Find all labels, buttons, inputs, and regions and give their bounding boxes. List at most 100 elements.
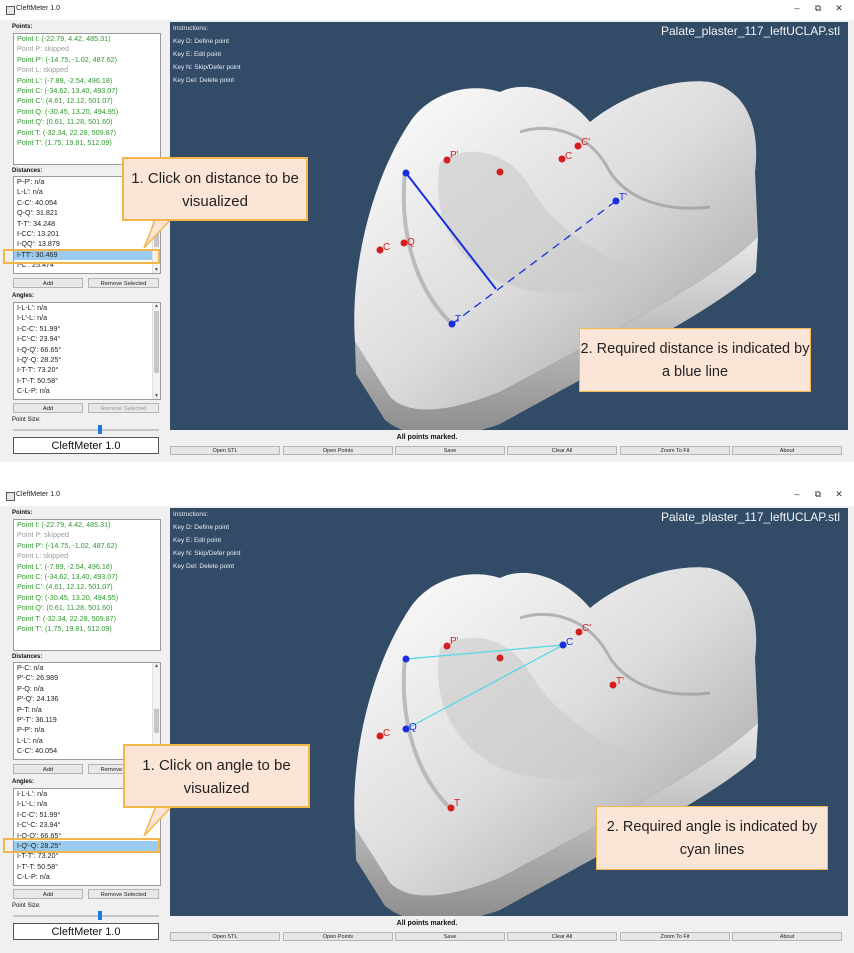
point-size-handle[interactable] [98, 911, 102, 920]
list-item[interactable]: C-C': 40.054 [17, 746, 58, 756]
list-item[interactable]: I-C-C': 51.99° [17, 323, 61, 333]
list-item[interactable]: I-Q'-Q: 28.25° [14, 841, 160, 852]
list-item[interactable]: C-C': 40.054 [17, 197, 58, 207]
landmark-c[interactable] [559, 641, 567, 649]
landmark-c[interactable] [558, 155, 566, 163]
close-icon[interactable]: ✕ [835, 3, 843, 13]
add-angle-button[interactable]: Add [13, 403, 83, 413]
list-item[interactable]: T-T': 34.248 [17, 218, 56, 228]
list-item[interactable]: I-L-L': n/a [17, 789, 48, 798]
list-item[interactable]: I-L'-L: n/a [17, 313, 48, 323]
about-button[interactable]: About [732, 446, 842, 455]
scroll-down-icon[interactable]: ▼ [154, 393, 159, 399]
landmark-t-prime[interactable] [609, 681, 617, 689]
list-item[interactable]: P-Q: n/a [17, 683, 44, 693]
remove-distance-button[interactable]: Remove Selected [88, 278, 159, 288]
close-icon[interactable]: ✕ [835, 489, 843, 499]
list-item[interactable]: P'-Q': 24.136 [17, 694, 59, 704]
list-item[interactable]: P-P': n/a [17, 177, 45, 186]
list-item[interactable]: Point T: (-32.34, 22.28, 509.87) [17, 613, 116, 623]
zoom-to-fit-button[interactable]: Zoom To Fit [620, 446, 730, 455]
list-item[interactable]: I-T-T': 73.20° [17, 851, 59, 861]
list-item[interactable]: I-TT': 30.469 [14, 249, 160, 261]
maximize-icon[interactable]: ⧉ [814, 3, 822, 13]
palate-model[interactable]: P' C C' T' C Q T [170, 508, 848, 916]
list-item[interactable]: I-C': 25.474 [17, 260, 54, 270]
clear-all-button[interactable]: Clear All [507, 932, 617, 941]
open-stl-button[interactable]: Open STL [170, 932, 280, 941]
landmark-p-prime[interactable] [443, 642, 451, 650]
add-distance-button[interactable]: Add [13, 764, 83, 774]
list-item[interactable]: I-C'-C: 23.94° [17, 334, 61, 344]
list-item[interactable]: Point Q': (0.61, 11.28, 501.60) [17, 603, 113, 613]
landmark-t[interactable] [448, 320, 456, 328]
list-item[interactable]: I-L'-L: n/a [17, 799, 48, 809]
list-item[interactable]: Point C': (4.61, 12.12, 501.07) [17, 582, 113, 592]
open-points-button[interactable]: Open Points [283, 446, 393, 455]
scroll-up-icon[interactable]: ▲ [154, 303, 159, 309]
palate-model[interactable]: P' C C' T' C Q T [170, 22, 848, 430]
scroll-thumb[interactable] [154, 709, 159, 733]
list-item[interactable]: Point C: (-34.62, 13.40, 493.07) [17, 86, 118, 96]
minimize-icon[interactable]: – [794, 3, 800, 13]
landmark-q[interactable] [402, 725, 410, 733]
open-points-button[interactable]: Open Points [283, 932, 393, 941]
list-item[interactable]: Point C': (4.61, 12.12, 501.07) [17, 96, 113, 106]
point-size-slider[interactable] [13, 429, 159, 431]
list-item[interactable]: L-L': n/a [17, 187, 43, 197]
points-list[interactable]: Point I: (-22.79, 4.42, 485.31) Point P: … [13, 33, 161, 165]
landmark-i[interactable] [402, 655, 410, 663]
list-item[interactable]: I-T-T': 73.20° [17, 365, 59, 375]
list-item[interactable]: I-T'-T: 50.58° [17, 375, 58, 385]
remove-angle-button[interactable]: Remove Selected [88, 889, 159, 899]
open-stl-button[interactable]: Open STL [170, 446, 280, 455]
3d-viewport[interactable]: Instructions: Key D: Define point Key E:… [170, 22, 848, 430]
landmark-q[interactable] [400, 239, 408, 247]
point-size-handle[interactable] [98, 425, 102, 434]
list-item[interactable]: P'-T': 36.119 [17, 715, 57, 725]
list-item[interactable]: C-L-P: n/a [17, 386, 50, 396]
list-item[interactable]: Point P': (-14.75, -1.02, 487.62) [17, 540, 118, 550]
scroll-thumb[interactable] [154, 311, 159, 373]
list-item[interactable]: I-Q-Q': 66.65° [17, 830, 62, 840]
landmark-c-prime[interactable] [574, 142, 582, 150]
list-item[interactable]: I-Q-Q': 66.65° [17, 344, 62, 354]
list-item[interactable]: I-C'-C: 23.94° [17, 820, 61, 830]
points-list[interactable]: Point I: (-22.79, 4.42, 485.31) Point P: … [13, 519, 161, 651]
list-item[interactable]: Point P: skipped [17, 44, 69, 54]
landmark-t-prime[interactable] [612, 197, 620, 205]
maximize-icon[interactable]: ⧉ [814, 489, 822, 499]
landmark-t[interactable] [447, 804, 455, 812]
list-item[interactable]: P-P': n/a [17, 725, 45, 735]
scroll-down-icon[interactable]: ▼ [154, 267, 159, 273]
list-item[interactable]: Point L: skipped [17, 551, 69, 561]
list-item[interactable]: Point T: (-32.34, 22.28, 509.87) [17, 127, 116, 137]
list-item[interactable]: Point T': (1.75, 19.81, 512.09) [17, 138, 112, 148]
about-button[interactable]: About [732, 932, 842, 941]
list-item[interactable]: I-C-C': 51.99° [17, 809, 61, 819]
list-item[interactable]: I-CC': 13.201 [17, 229, 60, 239]
landmark-c-left[interactable] [376, 246, 384, 254]
remove-angle-button[interactable]: Remove Selected [88, 403, 159, 413]
list-item[interactable]: C-L-P: n/a [17, 872, 50, 882]
list-item[interactable]: I-QQ': 13.879 [17, 239, 60, 249]
list-item[interactable]: Q-Q': 31.821 [17, 208, 58, 218]
list-item[interactable]: Point P: skipped [17, 530, 69, 540]
add-distance-button[interactable]: Add [13, 278, 83, 288]
list-item[interactable]: Point L': (-7.89, -2.54, 496.18) [17, 561, 113, 571]
list-item[interactable]: P'-C': 26.989 [17, 673, 59, 683]
minimize-icon[interactable]: – [794, 489, 800, 499]
list-item[interactable]: Point Q: (-30.45, 13.20, 494.95) [17, 106, 119, 116]
save-button[interactable]: Save [395, 932, 505, 941]
list-item[interactable]: P-C: n/a [17, 663, 44, 672]
angles-list[interactable]: I-L-L': n/a I-L'-L: n/a I-C-C': 51.99° I-C'… [13, 302, 161, 400]
point-size-slider[interactable] [13, 915, 159, 917]
landmark-c-prime[interactable] [575, 628, 583, 636]
list-item[interactable]: L-L': n/a [17, 735, 43, 745]
list-item[interactable]: Point I: (-22.79, 4.42, 485.31) [17, 34, 111, 43]
landmark-i[interactable] [402, 169, 410, 177]
distances-list[interactable]: P-C: n/a P'-C': 26.989 P-Q: n/a P'-Q': 24.1… [13, 662, 161, 760]
list-item[interactable]: Point Q: (-30.45, 13.20, 494.95) [17, 592, 119, 602]
save-button[interactable]: Save [395, 446, 505, 455]
list-item[interactable]: Point C: (-34.62, 13.40, 493.07) [17, 572, 118, 582]
